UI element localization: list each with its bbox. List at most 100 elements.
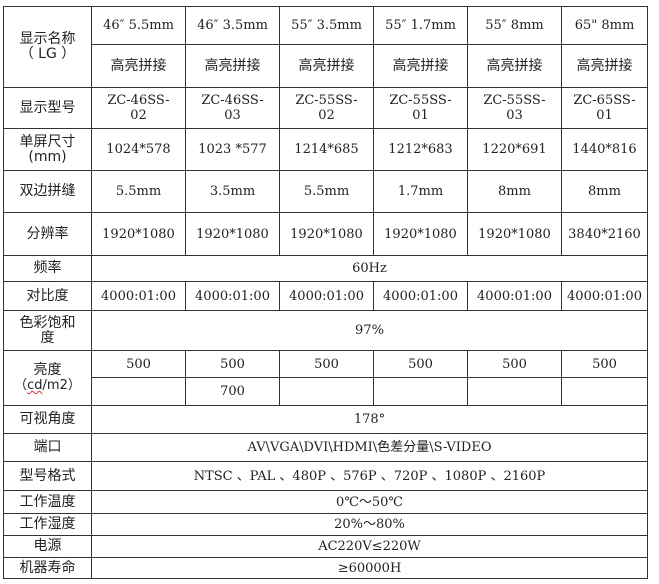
cell-text: 4000:01:00 bbox=[289, 288, 364, 304]
cell-text: 高亮拼接 bbox=[110, 57, 167, 74]
cell-text: 1220*691 bbox=[482, 142, 547, 157]
table-cell: 4000:01:00 bbox=[91, 281, 186, 311]
table-cell: 4000:01:00 bbox=[561, 281, 648, 311]
cell-text: 显示名称 bbox=[19, 31, 76, 47]
model-cell: ZC-55SS- 02 bbox=[279, 87, 374, 129]
table-cell: 500 bbox=[561, 350, 648, 378]
cell-text: 亮度 bbox=[33, 362, 62, 378]
table-cell bbox=[373, 377, 468, 406]
row-label: 显示型号 bbox=[3, 87, 92, 129]
row-size: 单屏尺寸 (mm) 1024*578 1023 *577 1214*685 1212*68… bbox=[3, 128, 648, 171]
cell-text: AV\VGA\DVI\HDMI\色差分量\S-VIDEO bbox=[247, 440, 492, 455]
row-ports: 端口 AV\VGA\DVI\HDMI\色差分量\S-VIDEO bbox=[3, 433, 648, 462]
table-cell: 1920*1080 bbox=[373, 212, 468, 256]
row-display-name: 显示名称（ LG ） 46″ 5.5mm 46″ 3.5mm 55″ 3.5mm 55″… bbox=[3, 6, 648, 88]
cell-text: AC220V≤220W bbox=[318, 539, 421, 554]
display-name-cell: 65" 8mm bbox=[561, 6, 648, 45]
cell-text: 1024*578 bbox=[106, 142, 171, 157]
table-cell: 1440*816 bbox=[561, 128, 648, 171]
cell-text: 1920*1080 bbox=[102, 226, 175, 242]
table-cell: 500 bbox=[279, 350, 374, 378]
row-label: 双边拼缝 bbox=[3, 170, 92, 213]
row-brightness: 亮度 （cd/m2） 500 500 500 500 500 500 bbox=[3, 350, 648, 406]
cell-text: 55″ 8mm bbox=[485, 18, 544, 33]
model-cell: ZC-65SS- 01 bbox=[561, 87, 648, 129]
cell-text: 1023 *577 bbox=[198, 142, 267, 157]
table-cell: 3840*2160 bbox=[561, 212, 648, 256]
cell-text: 5.5mm bbox=[303, 184, 350, 199]
table-cell: 1920*1080 bbox=[279, 212, 374, 256]
cell-text: 高亮拼接 bbox=[486, 57, 543, 74]
row-label: 机器寿命 bbox=[3, 557, 92, 579]
cell-text: 高亮拼接 bbox=[204, 57, 261, 74]
row-label: 对比度 bbox=[3, 281, 92, 311]
table-cell: 3.5mm bbox=[185, 170, 280, 213]
cell-text: 8mm bbox=[588, 184, 621, 199]
cell-text: ZC-46SS- bbox=[107, 93, 170, 108]
table-cell: 1024*578 bbox=[91, 128, 186, 171]
table-cell: 5.5mm bbox=[279, 170, 374, 213]
cell-text: 500 bbox=[314, 356, 339, 372]
row-resolution: 分辨率 1920*1080 1920*1080 1920*1080 1920*1080 1… bbox=[3, 212, 648, 256]
cell-text: 可视角度 bbox=[19, 411, 76, 427]
cell-text: 双边拼缝 bbox=[19, 183, 76, 199]
cell-text: 55″ 1.7mm bbox=[385, 18, 456, 33]
table-cell: 4000:01:00 bbox=[279, 281, 374, 311]
cell-text: 0℃～50℃ bbox=[336, 494, 403, 510]
row-bezel: 双边拼缝 5.5mm 3.5mm 5.5mm 1.7mm 8mm 8mm bbox=[3, 170, 648, 213]
cell-text: 显示型号 bbox=[19, 99, 76, 116]
row-brightness-2: 700 bbox=[4, 377, 648, 406]
table-cell: 1023 *577 bbox=[185, 128, 280, 171]
cell-text: 1920*1080 bbox=[196, 226, 269, 242]
cell-text: 1.7mm bbox=[397, 184, 444, 199]
cell-text: 型号格式 bbox=[19, 467, 76, 484]
table-cell: 178° bbox=[91, 405, 648, 434]
model-cell: ZC-55SS- 03 bbox=[467, 87, 562, 129]
table-cell: 1920*1080 bbox=[467, 212, 562, 256]
cell-text: 65" 8mm bbox=[574, 18, 635, 33]
row-contrast: 对比度 4000:01:00 4000:01:00 4000:01:00 4000:01… bbox=[3, 281, 648, 311]
cell-text: 46″ 5.5mm bbox=[103, 18, 174, 33]
cell-text: /m2） bbox=[42, 378, 81, 393]
table-cell: 20%～80% bbox=[91, 513, 648, 536]
cell-text: 工作湿度 bbox=[19, 516, 76, 532]
cell-text: 500 bbox=[502, 356, 527, 372]
row-label: 型号格式 bbox=[3, 461, 92, 491]
cell-text: ZC-55SS- bbox=[389, 93, 452, 108]
row-label: 显示名称（ LG ） bbox=[3, 6, 92, 88]
table-cell: NTSC 、PAL 、480P 、576P 、720P 、1080P 、2160… bbox=[91, 461, 648, 491]
row-lifetime: 机器寿命 ≥60000H bbox=[3, 557, 648, 579]
row-color: 色彩饱和度 97% bbox=[3, 310, 648, 351]
cell-text: 色彩饱和 bbox=[19, 314, 76, 331]
cell-text: 500 bbox=[408, 356, 433, 372]
table-cell: 8mm bbox=[467, 170, 562, 213]
row-label: 频率 bbox=[3, 255, 92, 282]
model-cell: ZC-46SS- 02 bbox=[91, 87, 186, 129]
cell-text: ZC-55SS- bbox=[483, 93, 546, 108]
cell-text: 1214*685 bbox=[294, 142, 359, 157]
cell-text: 01 bbox=[412, 108, 429, 123]
table-cell: 1.7mm bbox=[373, 170, 468, 213]
row-humidity: 工作湿度 20%～80% bbox=[3, 513, 648, 536]
table-cell: 4000:01:00 bbox=[467, 281, 562, 311]
row-label: 工作温度 bbox=[3, 490, 92, 514]
cell-text: 01 bbox=[596, 108, 613, 123]
cell-text: ≥60000H bbox=[337, 560, 402, 576]
cell-text: cd bbox=[27, 378, 43, 393]
cell-text: 电源 bbox=[33, 538, 62, 554]
cell-text: 1440*816 bbox=[572, 142, 637, 157]
row-model: 显示型号 ZC-46SS- 02 ZC-46SS- 03 ZC-55SS- 02 ZC-55S… bbox=[3, 87, 648, 129]
row-label: 电源 bbox=[3, 535, 92, 558]
table-cell bbox=[467, 377, 562, 406]
spec-table: 显示名称（ LG ） 46″ 5.5mm 46″ 3.5mm 55″ 3.5mm 55″… bbox=[3, 6, 648, 579]
cell-text: （ LG ） bbox=[19, 46, 76, 62]
table-cell: 1212*683 bbox=[373, 128, 468, 171]
cell-text: 4000:01:00 bbox=[101, 288, 176, 304]
cell-text: 高亮拼接 bbox=[392, 57, 449, 74]
row-label: 色彩饱和度 bbox=[3, 310, 92, 351]
cell-text: 高亮拼接 bbox=[298, 57, 355, 74]
cell-text: NTSC 、PAL 、480P 、576P 、720P 、1080P 、2160… bbox=[193, 468, 546, 484]
row-temp: 工作温度 0℃～50℃ bbox=[3, 490, 648, 514]
cell-text: 60Hz bbox=[352, 261, 387, 276]
cell-text: 02 bbox=[318, 108, 335, 123]
